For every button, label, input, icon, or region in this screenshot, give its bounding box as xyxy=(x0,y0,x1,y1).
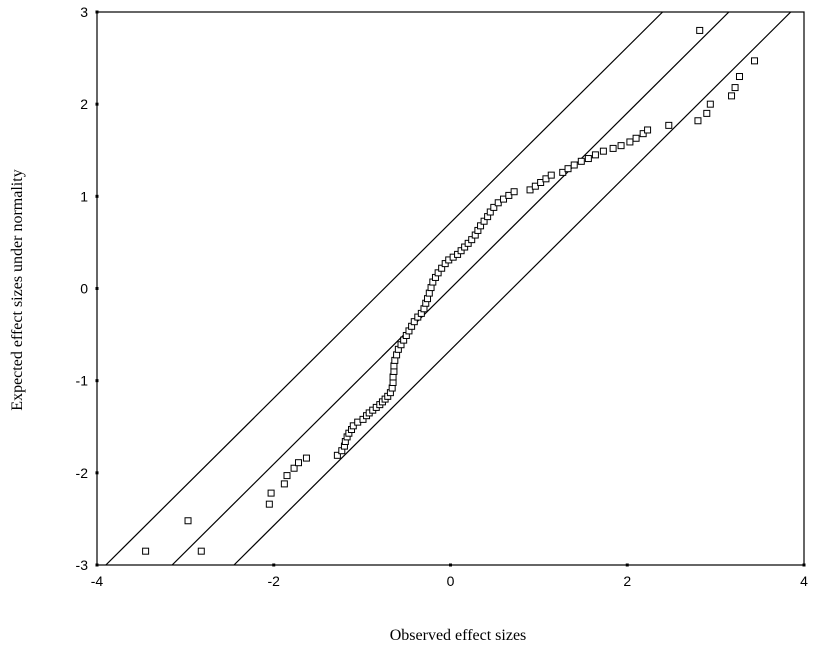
data-point xyxy=(486,208,494,216)
data-point xyxy=(632,134,640,142)
data-point xyxy=(468,236,476,244)
data-point xyxy=(584,155,592,163)
data-point xyxy=(490,203,498,211)
y-tick-label: -2 xyxy=(76,465,89,481)
reference-line-2 xyxy=(105,12,664,565)
data-point xyxy=(626,138,634,146)
data-point xyxy=(703,109,711,117)
data-point xyxy=(609,144,617,152)
x-axis-title: Observed effect sizes xyxy=(390,627,527,644)
data-point xyxy=(644,126,652,134)
data-point xyxy=(461,243,469,251)
y-tick-label: 1 xyxy=(80,188,88,204)
data-point xyxy=(728,92,736,100)
data-point xyxy=(184,517,192,525)
x-tick-mark xyxy=(272,563,276,567)
reference-line-1 xyxy=(171,12,730,565)
data-point xyxy=(564,165,572,173)
data-point xyxy=(537,179,545,187)
data-point xyxy=(706,100,714,108)
y-tick-label: 0 xyxy=(80,281,88,297)
data-point xyxy=(441,260,449,268)
data-point xyxy=(302,454,310,462)
data-point xyxy=(265,500,273,508)
data-point xyxy=(694,117,702,125)
data-point xyxy=(665,121,673,129)
data-point xyxy=(142,547,150,555)
data-point xyxy=(510,188,518,196)
data-point xyxy=(570,161,578,169)
data-point xyxy=(267,489,275,497)
y-axis: 3 2 1 0 -1 -2 -3 xyxy=(76,4,99,573)
x-tick-label: -2 xyxy=(268,573,281,589)
y-tick-label: 3 xyxy=(80,4,88,20)
data-point xyxy=(480,217,488,225)
x-tick-label: 0 xyxy=(447,573,455,589)
y-axis-title: Expected effect sizes under normality xyxy=(9,169,26,410)
data-point xyxy=(290,464,298,472)
data-point xyxy=(591,151,599,159)
data-point xyxy=(494,199,502,207)
y-tick-mark xyxy=(95,102,99,106)
data-point xyxy=(617,142,625,150)
x-tick-label: 2 xyxy=(623,573,631,589)
y-tick-mark xyxy=(95,379,99,383)
data-point xyxy=(731,84,739,92)
data-point xyxy=(457,247,465,255)
x-axis: -4 -2 0 2 4 xyxy=(91,563,808,589)
y-tick-mark xyxy=(95,287,99,290)
y-tick-label: -3 xyxy=(76,557,89,573)
x-tick-mark xyxy=(802,563,806,567)
data-point xyxy=(410,318,418,326)
data-point xyxy=(454,250,462,258)
x-tick-mark xyxy=(449,563,452,567)
y-tick-label: 2 xyxy=(80,96,88,112)
data-point xyxy=(464,239,472,247)
data-point xyxy=(349,422,357,430)
data-point xyxy=(599,147,607,155)
x-tick-label: -4 xyxy=(91,573,104,589)
x-tick-mark xyxy=(625,563,629,567)
data-point xyxy=(735,73,743,81)
data-point xyxy=(434,269,442,277)
reference-lines xyxy=(105,12,792,565)
data-point xyxy=(414,313,422,321)
y-tick-mark xyxy=(95,10,99,14)
data-point xyxy=(333,451,341,459)
data-point xyxy=(500,195,508,203)
data-point xyxy=(559,168,567,176)
y-tick-mark xyxy=(95,563,99,567)
data-point xyxy=(751,57,759,65)
x-tick-label: 4 xyxy=(800,573,808,589)
y-tick-mark xyxy=(95,194,99,198)
data-point xyxy=(526,186,534,194)
data-point xyxy=(294,459,302,467)
data-point xyxy=(438,264,446,272)
reference-line-3 xyxy=(233,12,792,565)
data-point xyxy=(531,182,539,190)
data-points xyxy=(142,26,759,555)
data-point xyxy=(283,472,291,480)
data-point xyxy=(547,171,555,179)
y-tick-label: -1 xyxy=(76,373,89,389)
data-point xyxy=(696,26,704,34)
data-point xyxy=(577,157,585,165)
data-point xyxy=(280,480,288,488)
y-tick-mark xyxy=(95,471,99,475)
data-point xyxy=(477,222,485,230)
data-point xyxy=(639,130,647,138)
data-point xyxy=(359,415,367,423)
data-point xyxy=(542,175,550,183)
data-point xyxy=(505,191,513,199)
data-point xyxy=(197,547,205,555)
